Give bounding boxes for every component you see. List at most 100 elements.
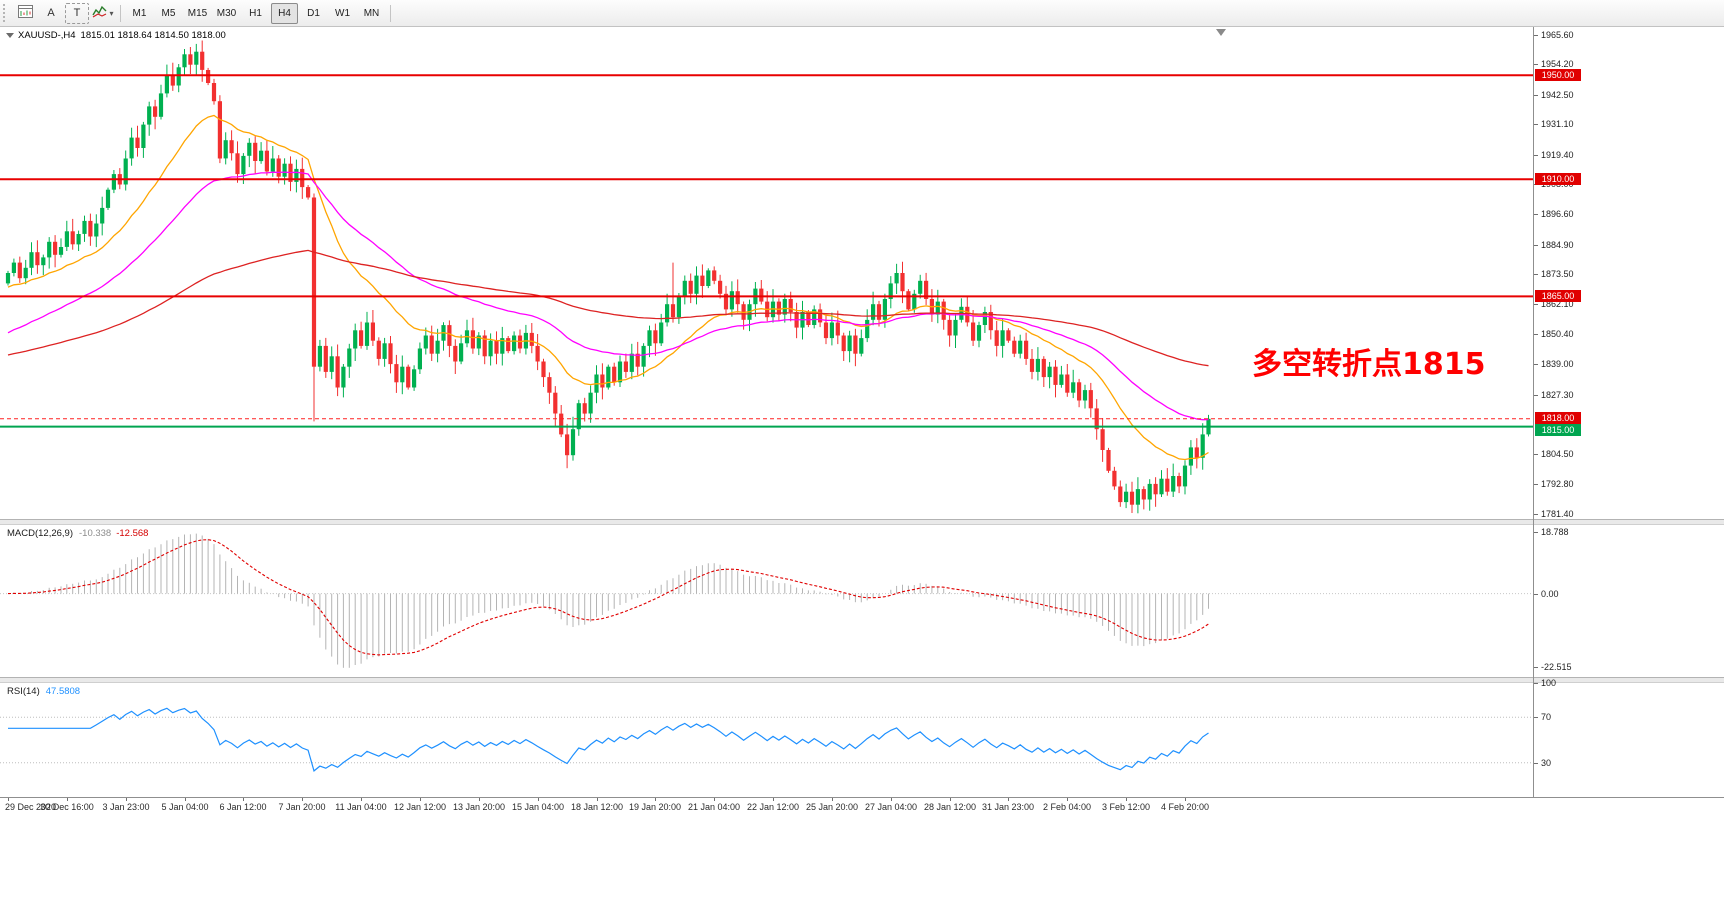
text-tool-button[interactable]: T	[65, 2, 89, 24]
label-tool-button-label: A	[47, 7, 55, 19]
time-tick-mark	[185, 798, 186, 801]
macd-label: MACD(12,26,9) -10.338 -12.568	[7, 528, 148, 539]
text-tool-button-label: T	[73, 7, 81, 19]
price-tag: 1865.00	[1535, 290, 1581, 302]
rsi-canvas[interactable]	[0, 683, 1533, 797]
time-tick-mark	[538, 798, 539, 801]
price-axis[interactable]: 1965.601954.201942.501931.101919.401908.…	[1534, 27, 1604, 815]
price-axis-label: 1884.90	[1541, 240, 1574, 250]
time-tick-mark	[597, 798, 598, 801]
axis-tick-mark	[1534, 532, 1538, 533]
timeframe-button-M30[interactable]: M30	[216, 7, 237, 19]
price-axis-label: 1792.80	[1541, 479, 1574, 489]
rsi-title: RSI(14)	[7, 686, 40, 697]
axis-tick-mark	[1534, 35, 1538, 36]
axis-tick-mark	[1534, 155, 1538, 156]
timeframe-button-W1[interactable]: W1	[335, 7, 350, 19]
time-tick-mark	[891, 798, 892, 801]
price-axis-label: 1931.10	[1541, 119, 1574, 129]
panel-splitter[interactable]	[0, 677, 1724, 683]
timeframe-button-M15[interactable]: M15	[187, 7, 208, 19]
macd-canvas[interactable]	[0, 525, 1533, 677]
indicators-menu-button-icon	[92, 5, 107, 21]
time-axis-label: 19 Jan 20:00	[628, 802, 682, 812]
timeframe-button-MN[interactable]: MN	[363, 7, 380, 19]
toolbar-separator	[390, 4, 391, 22]
time-axis-label: 11 Jan 04:00	[335, 802, 387, 812]
chart-annotation-text: 多空转折点1815	[1252, 347, 1486, 382]
axis-tick-mark	[1534, 395, 1538, 396]
axis-tick-mark	[1534, 484, 1538, 485]
time-axis-label: 3 Jan 23:00	[102, 802, 150, 812]
drawing-tools-group: A T ▾	[12, 2, 116, 24]
time-tick-mark	[773, 798, 774, 801]
timeframe-button-M5[interactable]: M5	[161, 7, 176, 19]
time-axis-label: 21 Jan 04:00	[687, 802, 741, 812]
candlestick-canvas[interactable]	[0, 27, 1533, 519]
timeframe-button-H4[interactable]: H4	[271, 2, 298, 24]
time-tick-mark	[8, 798, 9, 801]
chart-shift-marker-icon[interactable]	[1216, 29, 1226, 36]
symbol-label: XAUUSD-,H4	[18, 30, 76, 41]
panel-splitter[interactable]	[0, 519, 1724, 525]
timeframe-button-H1[interactable]: H1	[249, 7, 262, 19]
price-axis-label: -22.515	[1541, 662, 1572, 672]
axis-tick-mark	[1534, 274, 1538, 275]
rsi-label: RSI(14) 47.5808	[7, 686, 80, 697]
price-axis-label: 100	[1541, 678, 1557, 688]
chart-window-icon[interactable]	[13, 3, 37, 24]
rsi-panel[interactable]: RSI(14) 47.5808	[0, 683, 1533, 797]
collapse-arrow-icon[interactable]	[6, 33, 14, 38]
time-axis-label: 3 Feb 12:00	[1101, 802, 1151, 812]
axis-tick-mark	[1534, 454, 1538, 455]
time-axis-label: 5 Jan 04:00	[161, 802, 209, 812]
axis-tick-mark	[1534, 124, 1538, 125]
axis-tick-mark	[1534, 667, 1538, 668]
time-axis-label: 2 Feb 04:00	[1042, 802, 1092, 812]
time-axis-label: 22 Jan 12:00	[746, 802, 800, 812]
timeframe-button-D1[interactable]: D1	[307, 7, 320, 19]
time-axis-label: 12 Jan 12:00	[393, 802, 447, 812]
macd-signal-value: -12.568	[116, 528, 149, 539]
time-axis-label: 27 Jan 04:00	[864, 802, 918, 812]
toolbar-separator	[120, 4, 121, 22]
time-tick-mark	[361, 798, 362, 801]
price-axis-label: 1873.50	[1541, 269, 1574, 279]
time-tick-mark	[1008, 798, 1009, 801]
time-tick-mark	[126, 798, 127, 801]
price-tag: 1950.00	[1535, 69, 1581, 81]
time-axis-label: 6 Jan 12:00	[219, 802, 267, 812]
macd-title: MACD(12,26,9)	[7, 528, 73, 539]
price-axis-label: 1839.00	[1541, 359, 1574, 369]
time-axis-label: 4 Feb 20:00	[1160, 802, 1210, 812]
time-tick-mark	[714, 798, 715, 801]
time-tick-mark	[950, 798, 951, 801]
price-tag: 1818.00	[1535, 412, 1581, 424]
price-tag: 1910.00	[1535, 173, 1581, 185]
time-axis-label: 13 Jan 20:00	[452, 802, 506, 812]
main-chart-panel[interactable]: XAUUSD-,H4 1815.01 1818.64 1814.50 1818.…	[0, 27, 1533, 519]
toolbar: A T ▾ M1 M5 M15 M30 H1 H4 D1 W1 MN	[0, 0, 1724, 27]
time-tick-mark	[655, 798, 656, 801]
price-tag: 1815.00	[1535, 424, 1581, 436]
time-tick-mark	[1185, 798, 1186, 801]
axis-tick-mark	[1534, 514, 1538, 515]
indicators-menu-button[interactable]: ▾	[91, 3, 115, 24]
time-axis-label: 25 Jan 20:00	[805, 802, 859, 812]
chevron-down-icon: ▾	[109, 8, 114, 18]
label-tool-button[interactable]: A	[39, 3, 63, 24]
axis-tick-mark	[1534, 245, 1538, 246]
time-axis-label: 29 Dec 2020	[5, 802, 57, 812]
axis-tick-mark	[1534, 334, 1538, 335]
time-axis[interactable]: 29 Dec 2020 30 Dec 16:00 3 Jan 23:00 5 Jan …	[0, 797, 1724, 815]
price-axis-label: 1919.40	[1541, 150, 1574, 160]
price-axis-label: 1896.60	[1541, 209, 1574, 219]
axis-tick-mark	[1534, 364, 1538, 365]
time-tick-mark	[1067, 798, 1068, 801]
toolbar-grip[interactable]	[3, 4, 9, 22]
time-axis-label: 18 Jan 12:00	[570, 802, 624, 812]
macd-panel[interactable]: MACD(12,26,9) -10.338 -12.568	[0, 525, 1533, 677]
chart-title: XAUUSD-,H4 1815.01 1818.64 1814.50 1818.…	[6, 30, 226, 41]
timeframe-button-M1[interactable]: M1	[132, 7, 147, 19]
